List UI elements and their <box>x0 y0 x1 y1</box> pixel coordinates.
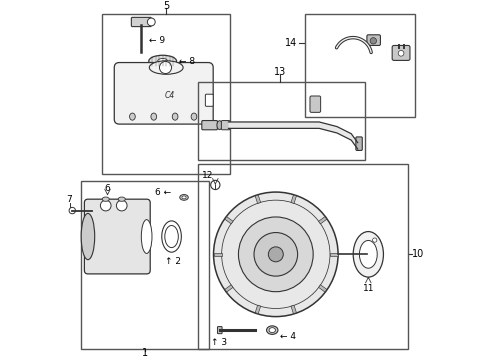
Ellipse shape <box>141 220 152 253</box>
Polygon shape <box>224 285 233 292</box>
FancyBboxPatch shape <box>366 35 380 45</box>
FancyBboxPatch shape <box>205 94 213 106</box>
Text: ↑ 2: ↑ 2 <box>164 257 180 266</box>
Ellipse shape <box>182 196 186 199</box>
Circle shape <box>147 18 155 26</box>
Text: ← 8: ← 8 <box>178 57 194 66</box>
Ellipse shape <box>81 213 95 260</box>
Circle shape <box>238 217 312 292</box>
Polygon shape <box>255 305 260 314</box>
Ellipse shape <box>157 58 167 64</box>
Text: 14: 14 <box>285 38 297 48</box>
Ellipse shape <box>217 121 222 130</box>
Ellipse shape <box>266 326 277 334</box>
Polygon shape <box>318 217 326 224</box>
Ellipse shape <box>268 328 275 333</box>
Ellipse shape <box>191 113 196 120</box>
Ellipse shape <box>359 240 376 268</box>
Circle shape <box>253 233 297 276</box>
FancyBboxPatch shape <box>391 45 409 60</box>
Polygon shape <box>290 305 296 314</box>
FancyBboxPatch shape <box>114 63 213 124</box>
FancyBboxPatch shape <box>355 137 362 150</box>
Circle shape <box>210 180 220 190</box>
Polygon shape <box>224 217 233 224</box>
Polygon shape <box>318 285 326 292</box>
Text: 1: 1 <box>142 348 148 358</box>
Ellipse shape <box>352 231 383 277</box>
Circle shape <box>116 200 127 211</box>
Ellipse shape <box>118 197 125 201</box>
Ellipse shape <box>149 61 183 74</box>
Polygon shape <box>290 195 296 203</box>
FancyBboxPatch shape <box>84 199 150 274</box>
Polygon shape <box>228 122 357 149</box>
Circle shape <box>363 252 368 257</box>
Circle shape <box>213 192 337 316</box>
Text: 13: 13 <box>273 67 285 77</box>
Circle shape <box>268 247 283 262</box>
Text: 12: 12 <box>202 171 213 180</box>
FancyBboxPatch shape <box>217 327 222 334</box>
Circle shape <box>69 207 75 214</box>
Circle shape <box>159 62 171 73</box>
Circle shape <box>100 200 111 211</box>
Ellipse shape <box>164 225 178 248</box>
Ellipse shape <box>151 113 156 120</box>
Ellipse shape <box>180 194 188 200</box>
Text: 6: 6 <box>104 184 110 193</box>
FancyBboxPatch shape <box>309 96 320 112</box>
Text: 11: 11 <box>362 284 373 293</box>
Ellipse shape <box>172 113 178 120</box>
Polygon shape <box>329 253 337 256</box>
Ellipse shape <box>148 55 176 67</box>
Text: 6 ←: 6 ← <box>155 188 171 197</box>
Ellipse shape <box>102 197 109 201</box>
Ellipse shape <box>129 113 135 120</box>
Text: C4: C4 <box>164 91 175 100</box>
Text: 7: 7 <box>66 195 71 204</box>
FancyBboxPatch shape <box>221 121 229 130</box>
FancyBboxPatch shape <box>202 121 217 130</box>
Circle shape <box>397 50 403 56</box>
Text: ← 9: ← 9 <box>149 36 165 45</box>
Text: ↑ 3: ↑ 3 <box>210 338 226 347</box>
Text: 5: 5 <box>163 1 169 11</box>
Text: ← 4: ← 4 <box>280 332 295 341</box>
Polygon shape <box>214 253 222 256</box>
FancyBboxPatch shape <box>131 17 151 27</box>
Polygon shape <box>255 195 260 203</box>
Circle shape <box>369 38 376 44</box>
Text: 10: 10 <box>411 249 424 259</box>
Circle shape <box>372 238 376 242</box>
